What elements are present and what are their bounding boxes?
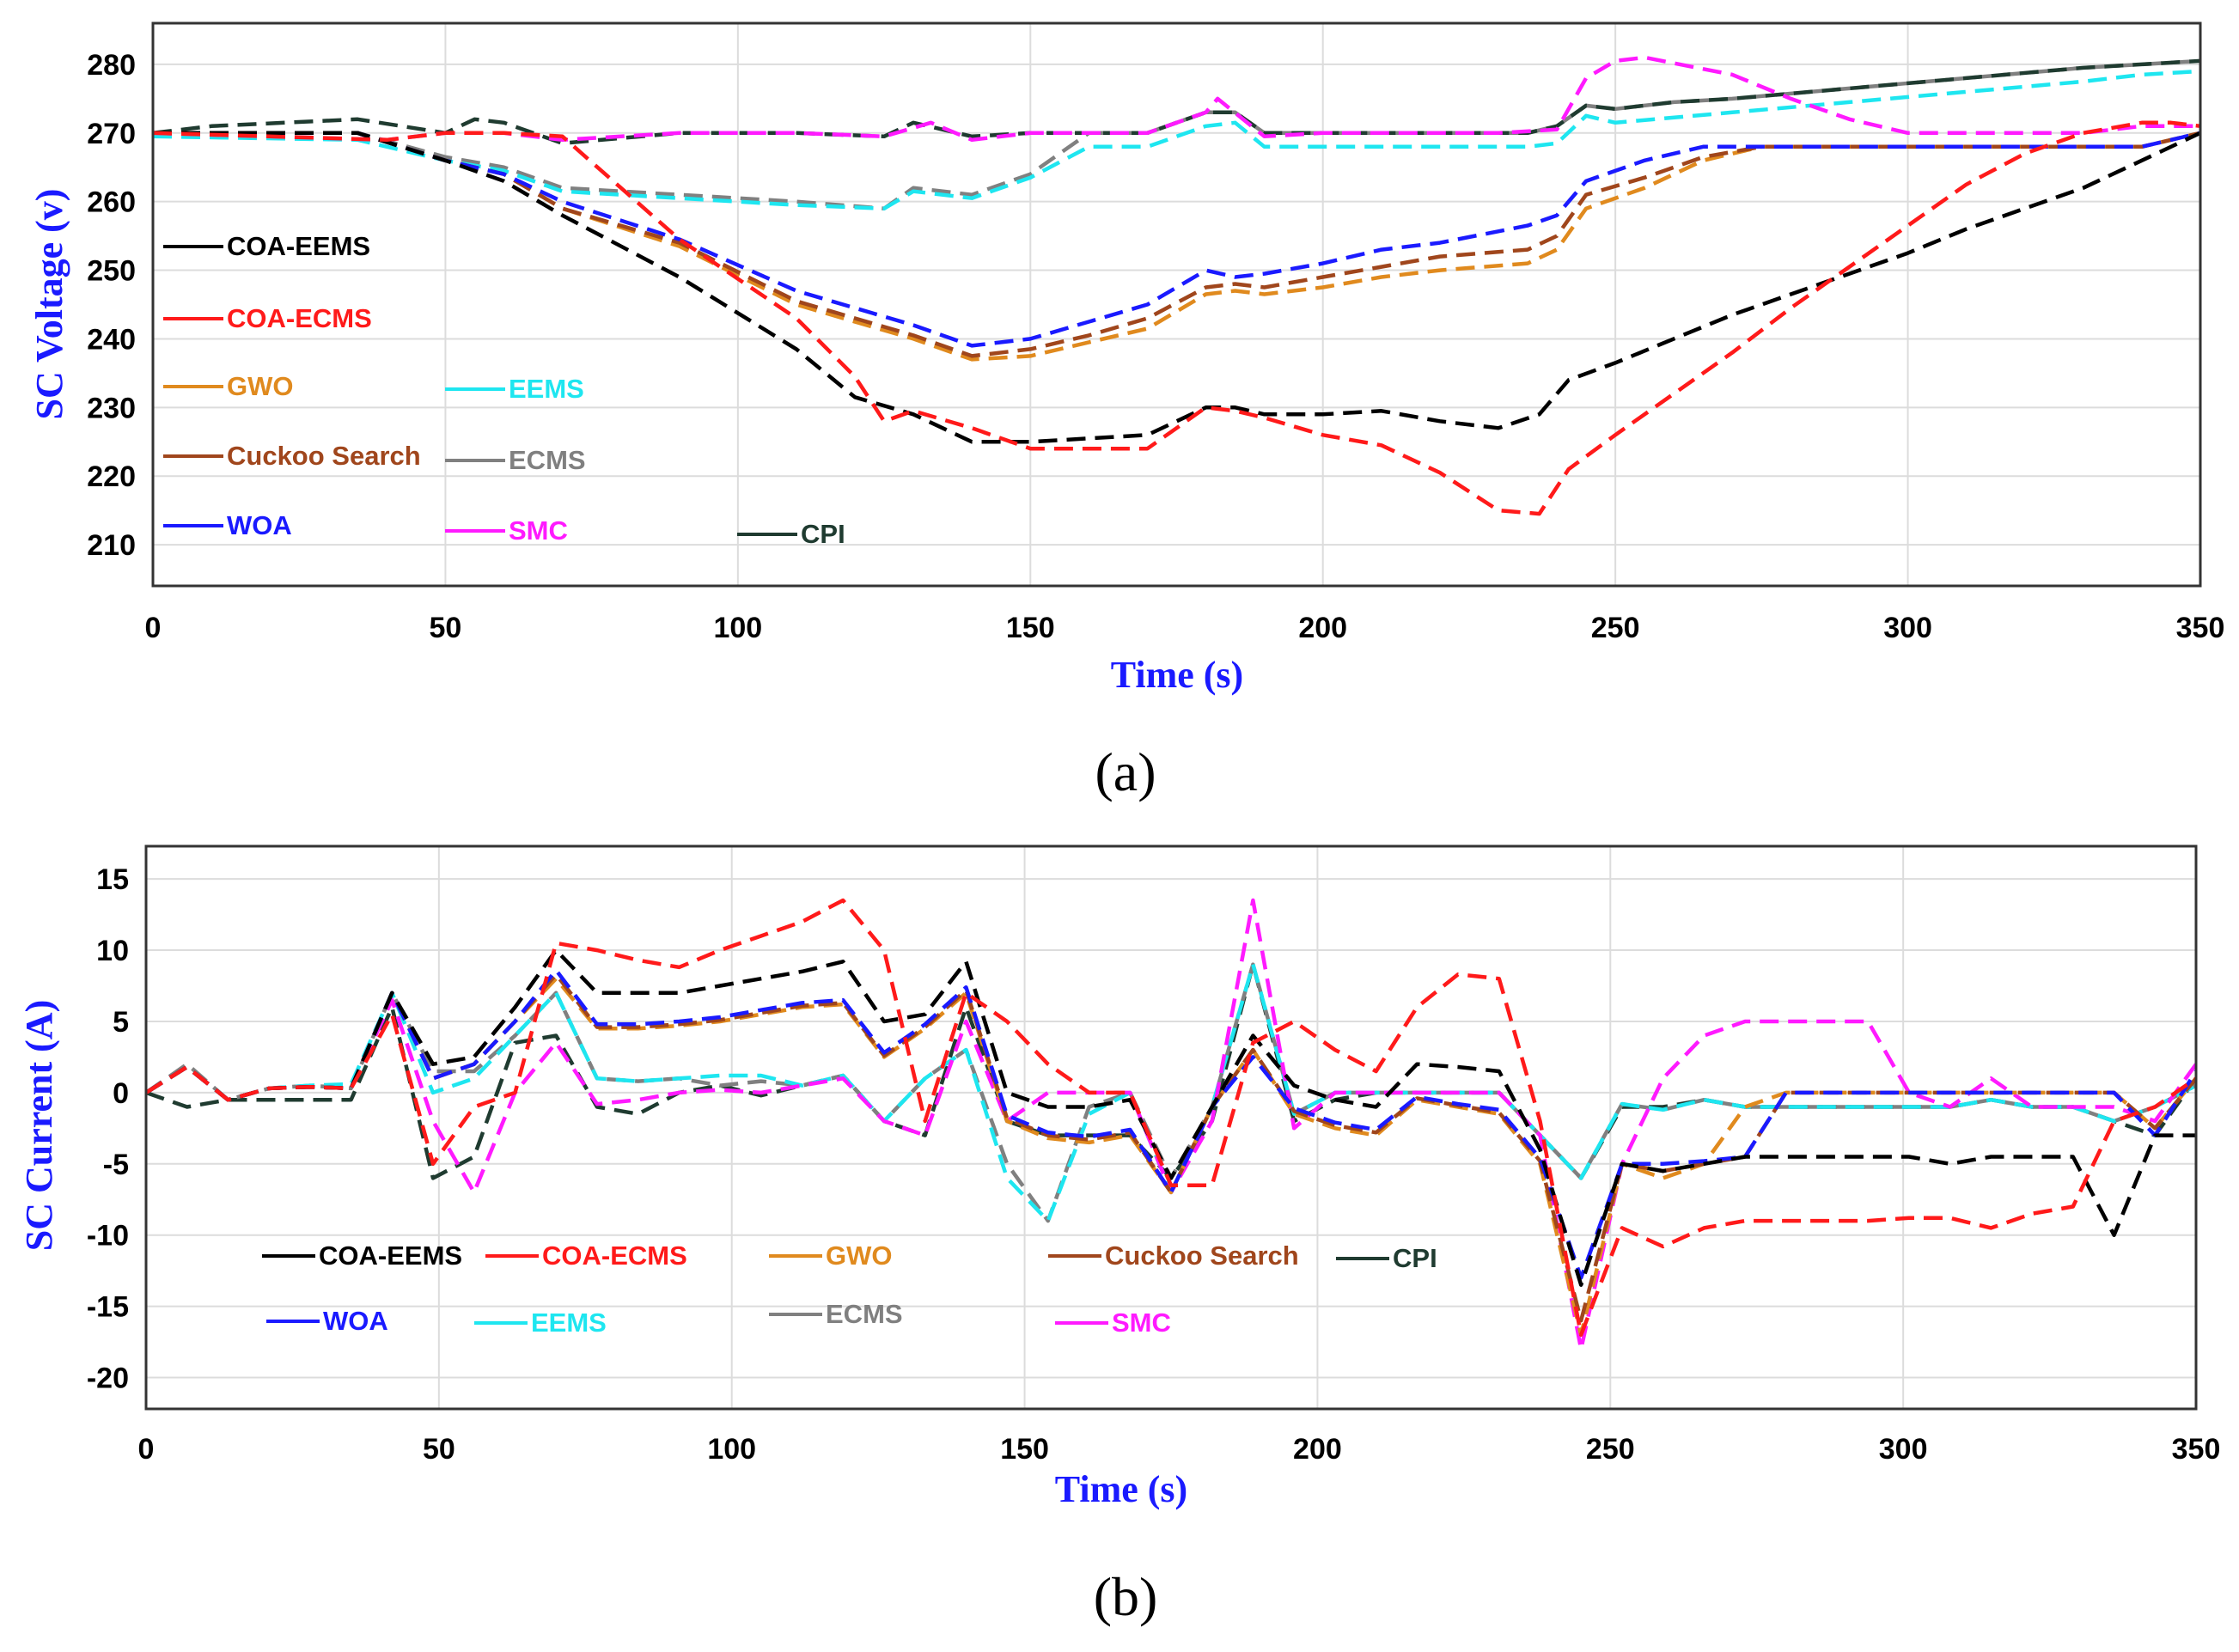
- voltage-y-tick-label: 260: [87, 186, 136, 219]
- voltage-x-tick-label: 150: [1006, 612, 1055, 644]
- current-y-axis-label: SC Current (A): [18, 1000, 60, 1252]
- current-x-axis-label: Time (s): [1055, 1468, 1187, 1510]
- current-series-woa: [146, 968, 2196, 1280]
- voltage-x-tick-label: 250: [1591, 612, 1640, 644]
- current-y-tick-label: 5: [113, 1006, 129, 1039]
- current-legend-item-ecms: ECMS: [769, 1299, 903, 1329]
- voltage-legend-item-gwo: GWO: [163, 371, 294, 401]
- current-legend-item-cuckoo-search: Cuckoo Search: [1048, 1241, 1299, 1271]
- voltage-legend-item-eems: EEMS: [445, 374, 584, 404]
- current-series-coa-ecms: [146, 898, 2196, 1338]
- current-plot-frame: [144, 844, 2198, 1411]
- current-chart-panel: 0 50 100 150 200 250 300 350 151050-5-10-15-20 …: [18, 844, 2221, 1627]
- voltage-chart-panel: 0 50 100 150 200 250 300 350 210 220 230 240 250 260…: [28, 21, 2225, 802]
- current-x-tick-label: 250: [1586, 1433, 1635, 1466]
- voltage-x-axis-label: Time (s): [1111, 654, 1243, 696]
- voltage-legend-item-cpi: CPI: [737, 519, 845, 549]
- current-legend-label: Cuckoo Search: [1105, 1241, 1299, 1271]
- current-legend-item-cpi: CPI: [1336, 1243, 1437, 1273]
- current-legend-label: CPI: [1393, 1243, 1437, 1273]
- current-y-tick-label: -15: [87, 1291, 129, 1324]
- voltage-legend-label: WOA: [227, 510, 292, 540]
- current-legend-label: COA-ECMS: [542, 1241, 687, 1271]
- current-x-tick-label: 200: [1293, 1433, 1342, 1466]
- current-legend-label: GWO: [826, 1241, 893, 1271]
- current-legend-label: COA-EEMS: [319, 1241, 462, 1271]
- current-x-tick-label: 0: [138, 1433, 155, 1466]
- current-legend-label: ECMS: [826, 1299, 903, 1329]
- current-x-tick-label: 50: [423, 1433, 455, 1466]
- voltage-legend-label: SMC: [509, 515, 568, 546]
- voltage-series-smc: [153, 55, 2200, 143]
- voltage-x-tick-label: 300: [1883, 612, 1932, 644]
- current-y-tick-label: 0: [113, 1077, 129, 1110]
- current-legend-item-eems: EEMS: [474, 1308, 607, 1338]
- current-legend-item-gwo: GWO: [769, 1241, 893, 1271]
- voltage-series-eems: [153, 69, 2200, 210]
- current-y-tick-label: 15: [96, 863, 129, 896]
- current-x-tick-label: 100: [707, 1433, 756, 1466]
- voltage-legend-item-ecms: ECMS: [445, 445, 586, 475]
- voltage-series-cpi: [153, 58, 2200, 146]
- voltage-x-tick-label: 200: [1298, 612, 1347, 644]
- voltage-legend-label: COA-EEMS: [227, 231, 370, 261]
- current-legend-item-woa: WOA: [266, 1306, 388, 1336]
- voltage-series-coa-ecms: [153, 120, 2200, 516]
- voltage-x-tick-label: 100: [713, 612, 762, 644]
- voltage-legend-label: GWO: [227, 371, 294, 401]
- voltage-series-coa-eems: [153, 131, 2200, 444]
- panel-b-caption: (b): [1094, 1566, 1158, 1627]
- voltage-y-tick-label: 270: [87, 118, 136, 150]
- voltage-legend-label: ECMS: [509, 445, 586, 475]
- voltage-legend-label: EEMS: [509, 374, 584, 404]
- current-x-tick-label: 150: [1000, 1433, 1049, 1466]
- voltage-legend-label: Cuckoo Search: [227, 441, 421, 471]
- voltage-x-tick-label: 350: [2176, 612, 2225, 644]
- voltage-x-tick-label: 0: [145, 612, 162, 644]
- voltage-y-tick-label: 240: [87, 323, 136, 356]
- current-legend-item-smc: SMC: [1055, 1308, 1171, 1338]
- current-series-coa-eems: [146, 948, 2196, 1287]
- voltage-y-tick-label: 210: [87, 529, 136, 562]
- current-legend-item-coa-ecms: COA-ECMS: [485, 1241, 687, 1271]
- voltage-plot-frame: [151, 21, 2202, 588]
- current-x-tick-label: 350: [2172, 1433, 2221, 1466]
- voltage-y-tick-label: 250: [87, 255, 136, 288]
- current-x-tick-label: 300: [1879, 1433, 1928, 1466]
- voltage-y-tick-label: 220: [87, 460, 136, 493]
- voltage-legend-label: COA-ECMS: [227, 303, 372, 333]
- current-series-smc: [146, 898, 2196, 1351]
- current-y-tick-label: -10: [87, 1220, 129, 1253]
- current-legend-label: WOA: [323, 1306, 388, 1336]
- current-y-tick-label: 10: [96, 935, 129, 967]
- panel-a-caption: (a): [1095, 741, 1156, 802]
- current-y-tick-label: -20: [87, 1362, 129, 1395]
- voltage-y-tick-label: 280: [87, 49, 136, 82]
- voltage-legend-item-coa-eems: COA-EEMS: [163, 231, 370, 261]
- voltage-legend-item-smc: SMC: [445, 515, 568, 546]
- voltage-x-tick-label: 50: [430, 612, 462, 644]
- voltage-legend-item-coa-ecms: COA-ECMS: [163, 303, 372, 333]
- voltage-legend-item-cuckoo-search: Cuckoo Search: [163, 441, 421, 471]
- voltage-series-woa: [153, 131, 2200, 348]
- voltage-legend-label: CPI: [801, 519, 845, 549]
- voltage-y-axis-label: SC Voltage (v): [28, 189, 70, 420]
- voltage-series-cuckoo-search: [153, 131, 2200, 358]
- current-legend-label: SMC: [1112, 1308, 1171, 1338]
- current-y-tick-label: -5: [103, 1149, 129, 1181]
- voltage-y-tick-label: 230: [87, 392, 136, 424]
- voltage-legend-item-woa: WOA: [163, 510, 292, 540]
- current-legend-label: EEMS: [531, 1308, 607, 1338]
- current-legend-item-coa-eems: COA-EEMS: [262, 1241, 462, 1271]
